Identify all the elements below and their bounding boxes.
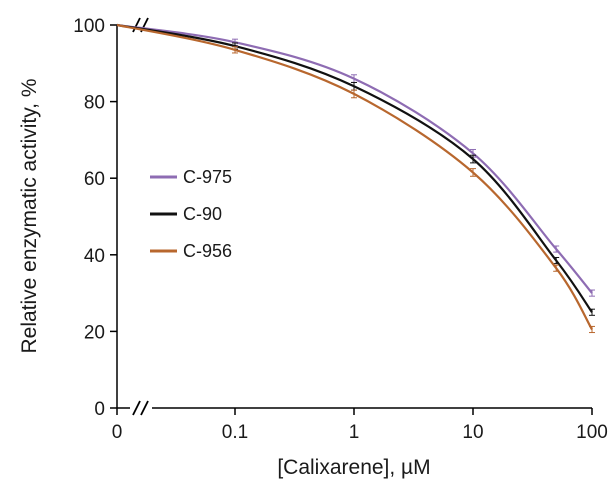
x-tick-label: 0	[112, 422, 123, 443]
y-tick-label: 40	[84, 246, 105, 267]
legend-label: C-90	[183, 204, 222, 224]
data-point	[589, 289, 595, 297]
y-axis-label: Relative enzymatic activity, %	[18, 78, 41, 353]
legend-label: C-956	[183, 241, 232, 261]
y-tick-label: 60	[84, 169, 105, 190]
x-tick-label: 1	[349, 422, 360, 443]
x-axis-label: [Calixarene], µM	[277, 456, 430, 479]
legend-item: C-975	[150, 167, 232, 187]
legend-label: C-975	[183, 167, 232, 187]
data-point	[470, 154, 476, 164]
series-c-975	[116, 23, 595, 297]
x-tick-label: 10	[462, 422, 483, 443]
y-tick-label: 80	[84, 93, 105, 114]
data-point	[232, 46, 238, 54]
series-layer	[116, 23, 595, 334]
x-tick-label: 0.1	[222, 422, 248, 443]
y-tick-label: 100	[73, 16, 105, 37]
data-point	[351, 89, 357, 99]
data-point	[589, 308, 595, 316]
series-c-956	[116, 23, 595, 334]
legend-item: C-90	[150, 204, 222, 224]
data-point	[553, 256, 560, 265]
y-tick-label: 20	[84, 322, 105, 343]
x-tick-label: 100	[576, 422, 608, 443]
data-point	[470, 168, 476, 177]
y-tick-label: 0	[94, 399, 105, 420]
data-point	[553, 245, 560, 253]
x-ticks: 0 0.1 1 10 100	[112, 408, 608, 443]
data-point	[553, 264, 560, 272]
legend-item: C-956	[150, 241, 232, 261]
x-axis-break-mark	[130, 400, 152, 416]
y-ticks: 0 20 40 60 80 100	[73, 16, 117, 420]
legend: C-975 C-90 C-956	[150, 167, 232, 261]
data-point	[589, 325, 595, 334]
series-c-90	[116, 23, 595, 316]
